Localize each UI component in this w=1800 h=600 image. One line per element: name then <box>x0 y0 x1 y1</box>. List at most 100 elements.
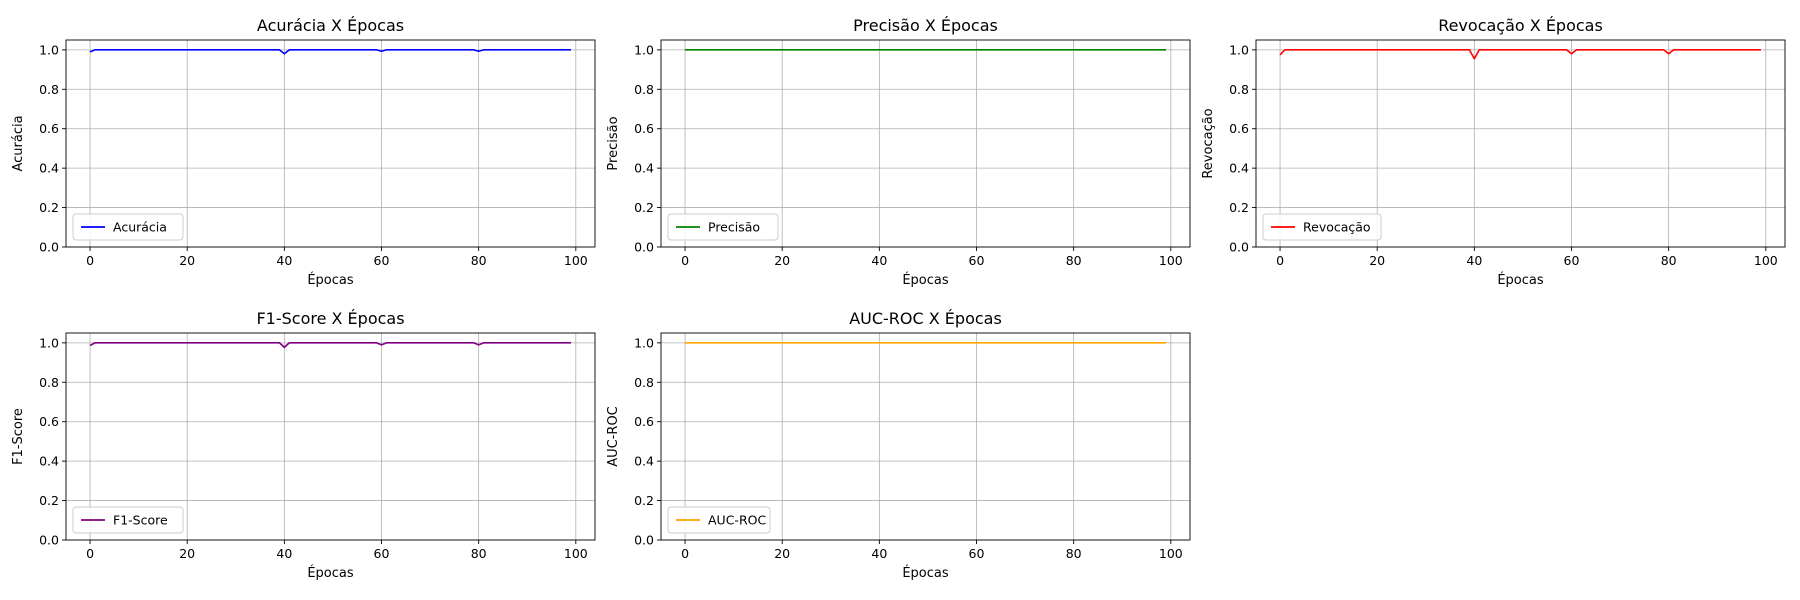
y-tick-label: 0.0 <box>1229 240 1249 255</box>
x-tick-label: 40 <box>276 546 292 561</box>
chart-4: 0 20 40 60 80 100 0.0 0.2 0.4 0.6 0.8 1.0 F1-Score X… <box>11 309 596 581</box>
x-tick-label: 20 <box>1369 253 1385 268</box>
y-tick-label: 0.8 <box>39 82 59 97</box>
y-axis-label: F1-Score <box>11 408 26 465</box>
x-tick-label: 80 <box>1661 253 1677 268</box>
axes-frame <box>65 39 596 248</box>
y-tick-label: 0.8 <box>1229 82 1249 97</box>
y-tick-label: 0.4 <box>634 161 654 176</box>
legend: AUC-ROC <box>667 506 771 534</box>
y-tick-label: 0.0 <box>39 240 59 255</box>
legend-box <box>667 506 771 534</box>
chart-1: 0 20 40 60 80 100 0.0 0.2 0.4 0.6 0.8 1.0 Acurácia X… <box>11 16 596 288</box>
x-axis-label: Épocas <box>902 565 949 581</box>
y-tick-label: 0.2 <box>634 493 654 508</box>
x-tick-label: 60 <box>1564 253 1580 268</box>
x-tick-label: 20 <box>179 546 195 561</box>
y-tick-label: 0.8 <box>39 375 59 390</box>
x-tick-label: 40 <box>871 546 887 561</box>
y-axis-label: AUC-ROC <box>606 406 621 467</box>
y-tick-label: 0.2 <box>39 200 59 215</box>
x-axis-label: Épocas <box>902 272 949 288</box>
x-tick-label: 0 <box>681 546 689 561</box>
legend-label: F1-Score <box>113 513 168 528</box>
y-tick-label: 0.8 <box>634 375 654 390</box>
legend-box <box>667 213 779 241</box>
y-tick-label: 0.0 <box>634 240 654 255</box>
series-line-revocação <box>1279 49 1761 60</box>
axes-frame <box>660 332 1191 541</box>
y-tick-label: 0.2 <box>634 200 654 215</box>
legend-label: Revocação <box>1303 220 1371 235</box>
x-tick-label: 0 <box>86 253 94 268</box>
y-axis-label: Acurácia <box>11 115 26 171</box>
y-tick-label: 0.2 <box>39 493 59 508</box>
x-axis-label: Épocas <box>307 565 354 581</box>
legend-box <box>1262 213 1382 241</box>
x-tick-label: 80 <box>1066 546 1082 561</box>
x-axis-label: Épocas <box>307 272 354 288</box>
series-line-acurácia <box>89 49 571 55</box>
chart-title: Acurácia X Épocas <box>257 16 404 35</box>
x-tick-label: 60 <box>969 546 985 561</box>
y-tick-label: 1.0 <box>634 335 654 350</box>
legend: Acurácia <box>72 213 184 241</box>
x-tick-label: 40 <box>1466 253 1482 268</box>
y-tick-label: 0.4 <box>39 161 59 176</box>
x-tick-label: 0 <box>86 546 94 561</box>
x-tick-label: 20 <box>179 253 195 268</box>
x-tick-label: 100 <box>1159 253 1183 268</box>
y-tick-label: 0.6 <box>39 121 59 136</box>
x-tick-label: 60 <box>969 253 985 268</box>
y-tick-label: 0.8 <box>634 82 654 97</box>
x-tick-label: 40 <box>276 253 292 268</box>
legend-label: Precisão <box>708 220 760 235</box>
x-tick-label: 100 <box>564 253 588 268</box>
x-tick-label: 40 <box>871 253 887 268</box>
x-tick-label: 60 <box>374 253 390 268</box>
chart-title: Revocação X Épocas <box>1438 16 1603 35</box>
x-tick-label: 80 <box>1066 253 1082 268</box>
y-tick-label: 0.6 <box>634 414 654 429</box>
legend-box <box>72 506 184 534</box>
x-tick-label: 100 <box>1754 253 1778 268</box>
x-tick-label: 20 <box>774 253 790 268</box>
legend: F1-Score <box>72 506 184 534</box>
x-tick-label: 0 <box>1276 253 1284 268</box>
y-tick-label: 1.0 <box>39 335 59 350</box>
x-tick-label: 100 <box>1159 546 1183 561</box>
y-tick-label: 0.2 <box>1229 200 1249 215</box>
x-tick-label: 60 <box>374 546 390 561</box>
chart-title: Precisão X Épocas <box>853 16 998 35</box>
legend: Revocação <box>1262 213 1382 241</box>
x-tick-label: 0 <box>681 253 689 268</box>
chart-5: 0 20 40 60 80 100 0.0 0.2 0.4 0.6 0.8 1.0 AUC-ROC X … <box>606 309 1191 581</box>
axes-frame <box>1255 39 1786 248</box>
y-tick-label: 0.0 <box>634 533 654 548</box>
x-tick-label: 20 <box>774 546 790 561</box>
x-tick-label: 100 <box>564 546 588 561</box>
axes-frame <box>65 332 596 541</box>
series-line-f1-score <box>89 342 571 349</box>
y-tick-label: 1.0 <box>634 42 654 57</box>
legend-label: Acurácia <box>113 220 167 235</box>
chart-title: F1-Score X Épocas <box>256 309 404 328</box>
y-tick-label: 0.6 <box>1229 121 1249 136</box>
chart-title: AUC-ROC X Épocas <box>849 309 1002 328</box>
y-axis-label: Revocação <box>1201 108 1216 178</box>
y-tick-label: 1.0 <box>1229 42 1249 57</box>
y-tick-label: 0.4 <box>634 454 654 469</box>
chart-3: 0 20 40 60 80 100 0.0 0.2 0.4 0.6 0.8 1.0 Revocação … <box>1201 16 1786 288</box>
y-tick-label: 0.6 <box>39 414 59 429</box>
legend: Precisão <box>667 213 779 241</box>
chart-2: 0 20 40 60 80 100 0.0 0.2 0.4 0.6 0.8 1.0 Precisão X… <box>606 16 1191 288</box>
y-tick-label: 0.4 <box>1229 161 1249 176</box>
x-tick-label: 80 <box>471 546 487 561</box>
y-tick-label: 0.4 <box>39 454 59 469</box>
y-axis-label: Precisão <box>606 116 621 170</box>
legend-box <box>72 213 184 241</box>
legend-label: AUC-ROC <box>708 513 766 528</box>
x-tick-label: 80 <box>471 253 487 268</box>
y-tick-label: 0.6 <box>634 121 654 136</box>
